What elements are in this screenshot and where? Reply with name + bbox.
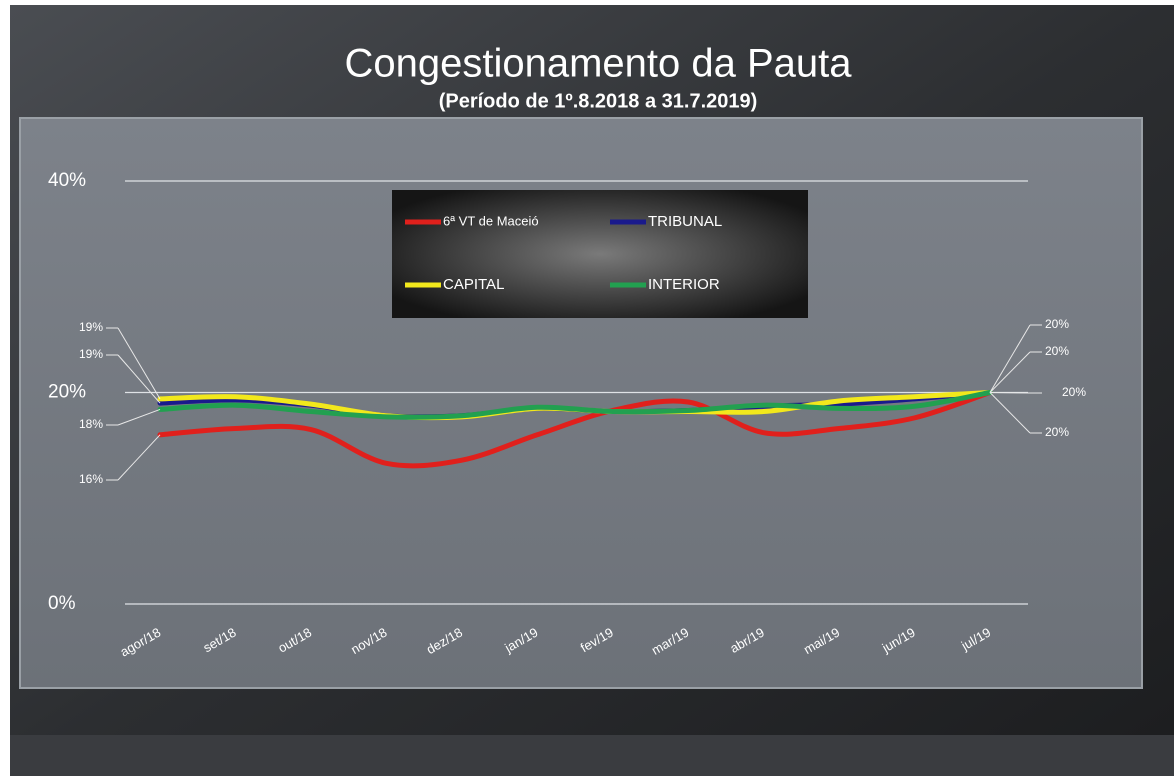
legend-label: TRIBUNAL [648, 213, 722, 230]
label-leader [117, 434, 161, 481]
data-label: 16% [79, 472, 103, 486]
legend-box [392, 190, 808, 318]
series-line [157, 390, 993, 420]
data-label: 20% [1045, 317, 1069, 331]
label-leader [989, 392, 1031, 434]
data-label: 20% [1045, 344, 1069, 358]
label-leader [117, 327, 161, 400]
data-label: 20% [1062, 385, 1086, 399]
data-label: 19% [79, 320, 103, 334]
data-label: 19% [79, 347, 103, 361]
chart-subtitle: (Período de 1º.8.2018 a 31.7.2019) [439, 90, 758, 112]
y-tick-label: 20% [48, 382, 86, 403]
data-label: 18% [79, 417, 103, 431]
label-leader [989, 392, 1031, 394]
label-leader [989, 324, 1031, 393]
label-leader [117, 408, 161, 426]
series-line [157, 390, 993, 469]
data-label: 20% [1045, 425, 1069, 439]
label-leader [989, 351, 1031, 393]
legend-label: 6ª VT de Maceió [443, 213, 539, 228]
y-tick-label: 40% [48, 170, 86, 191]
y-tick-label: 0% [48, 593, 76, 614]
slide-footer [10, 735, 1174, 776]
label-leader [117, 354, 161, 404]
legend-label: INTERIOR [648, 276, 720, 293]
chart-title: Congestionamento da Pauta [344, 42, 852, 86]
legend-label: CAPITAL [443, 276, 504, 293]
